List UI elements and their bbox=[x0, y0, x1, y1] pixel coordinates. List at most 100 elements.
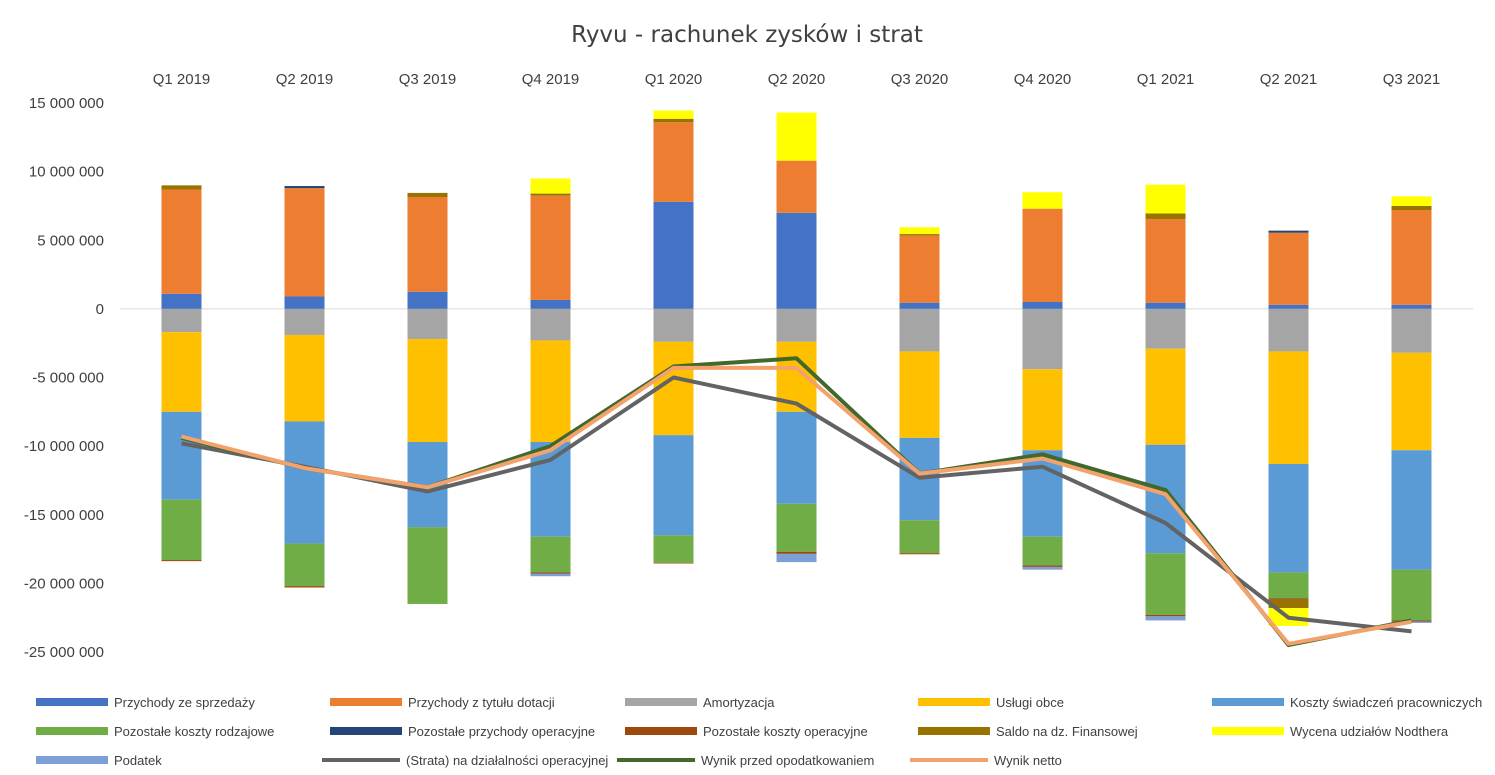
bar-segment bbox=[161, 185, 202, 190]
bar-segment bbox=[530, 193, 571, 196]
bar-segment bbox=[161, 411, 202, 500]
legend-label: Wynik netto bbox=[994, 752, 1062, 768]
bar-segment bbox=[1391, 569, 1432, 621]
category-label: Q2 2019 bbox=[276, 71, 334, 88]
legend-label: Saldo na dz. Finansowej bbox=[996, 723, 1138, 739]
legend-label: Pozostałe koszty operacyjne bbox=[703, 723, 868, 739]
bar-segment bbox=[161, 293, 202, 309]
legend-label: Wycena udziałów Nodthera bbox=[1290, 723, 1449, 739]
bar-segment bbox=[530, 178, 571, 194]
legend-label: Podatek bbox=[114, 752, 162, 768]
legend-item: Usługi obce bbox=[918, 692, 1064, 712]
legend-swatch bbox=[36, 698, 108, 706]
bar-segment bbox=[1391, 210, 1432, 305]
legend-swatch bbox=[910, 758, 988, 762]
bar-segment bbox=[161, 189, 202, 294]
bar-segment bbox=[1268, 232, 1309, 305]
bar-segment bbox=[1391, 196, 1432, 206]
line-series-group bbox=[181, 356, 1412, 648]
bar-segment bbox=[653, 118, 694, 123]
bar-segment bbox=[776, 411, 817, 504]
bar-segment bbox=[899, 308, 940, 352]
bar-segment bbox=[653, 435, 694, 536]
legend-swatch bbox=[625, 727, 697, 735]
y-tick-label: 5 000 000 bbox=[37, 232, 104, 249]
legend-label: Amortyzacja bbox=[703, 694, 775, 710]
category-label: Q2 2020 bbox=[768, 71, 826, 88]
legend-label: Przychody ze sprzedaży bbox=[114, 694, 255, 710]
y-tick-label: -15 000 000 bbox=[24, 507, 104, 524]
legend-item: Wynik netto bbox=[910, 750, 1062, 770]
legend-item: Amortyzacja bbox=[625, 692, 775, 712]
bar-segment bbox=[1145, 184, 1186, 214]
bar-segment bbox=[530, 299, 571, 309]
legend-swatch bbox=[36, 727, 108, 735]
category-labels: Q1 2019 Q2 2019 Q3 2019 Q4 2019 Q1 2020 Q2 20… bbox=[153, 71, 1441, 88]
bar-segment bbox=[899, 235, 940, 303]
bar-segment bbox=[284, 421, 325, 544]
bar-segment bbox=[653, 562, 694, 564]
bar-segment bbox=[1022, 302, 1063, 309]
series-line bbox=[181, 375, 1412, 634]
legend-swatch bbox=[1212, 698, 1284, 706]
bar-segment bbox=[899, 553, 940, 555]
bar-segment bbox=[530, 308, 571, 341]
bar-segment bbox=[776, 212, 817, 309]
y-tick-label: -20 000 000 bbox=[24, 575, 104, 592]
bar-segment bbox=[1022, 566, 1063, 570]
bar-segment bbox=[1145, 444, 1186, 554]
bar-segment bbox=[776, 551, 817, 554]
bar-segment bbox=[1268, 599, 1309, 609]
bar-segment bbox=[530, 572, 571, 574]
bar-segment bbox=[1391, 308, 1432, 353]
bar-segment bbox=[1022, 192, 1063, 209]
category-label: Q2 2021 bbox=[1260, 71, 1318, 88]
bar-segment bbox=[407, 339, 448, 443]
bar-segment bbox=[1268, 598, 1309, 600]
bar-segment bbox=[407, 308, 448, 340]
bar-segment bbox=[1391, 450, 1432, 570]
bar-segment bbox=[1145, 218, 1186, 303]
legend-swatch bbox=[330, 698, 402, 706]
bar-segment bbox=[284, 188, 325, 297]
bar-segment bbox=[407, 192, 448, 198]
legend-item: Pozostałe koszty rodzajowe bbox=[36, 721, 274, 741]
category-label: Q3 2020 bbox=[891, 71, 949, 88]
bar-segment bbox=[1022, 369, 1063, 451]
bar-segment bbox=[284, 586, 325, 588]
bar-segment bbox=[407, 527, 448, 604]
category-label: Q1 2020 bbox=[645, 71, 703, 88]
legend-item: Wynik przed opodatkowaniem bbox=[617, 750, 874, 770]
y-tick-label: 0 bbox=[96, 301, 104, 318]
chart-title: Ryvu - rachunek zysków i strat bbox=[571, 22, 923, 48]
bar-segment bbox=[407, 197, 448, 292]
bar-segment bbox=[1022, 450, 1063, 537]
y-tick-label: 15 000 000 bbox=[29, 95, 104, 112]
bar-segment bbox=[161, 560, 202, 562]
bar-segment bbox=[1022, 536, 1063, 566]
legend-item: Saldo na dz. Finansowej bbox=[918, 721, 1138, 741]
bar-segment bbox=[776, 112, 817, 161]
legend-swatch bbox=[330, 727, 402, 735]
bar-segment bbox=[653, 308, 694, 342]
legend-swatch bbox=[1212, 727, 1284, 735]
bar-segment bbox=[653, 201, 694, 309]
bar-segment bbox=[899, 234, 940, 236]
series-line bbox=[181, 365, 1412, 646]
legend-swatch bbox=[322, 758, 400, 762]
category-label: Q3 2019 bbox=[399, 71, 457, 88]
bar-segment bbox=[1268, 308, 1309, 352]
legend-label: Przychody z tytułu dotacji bbox=[408, 694, 555, 710]
y-tick-label: -5 000 000 bbox=[32, 370, 104, 387]
bar-segment bbox=[161, 308, 202, 333]
bar-segment bbox=[1391, 352, 1432, 451]
legend-label: Pozostałe koszty rodzajowe bbox=[114, 723, 275, 739]
legend-item: Pozostałe przychody operacyjne bbox=[330, 721, 595, 741]
legend-label: Wynik przed opodatkowaniem bbox=[701, 752, 875, 768]
category-label: Q4 2020 bbox=[1014, 71, 1072, 88]
legend-item: Podatek bbox=[36, 750, 162, 770]
bar-segment bbox=[653, 110, 694, 119]
bar-segment bbox=[1022, 565, 1063, 567]
bar-segment bbox=[1022, 208, 1063, 303]
y-tick-label: -25 000 000 bbox=[24, 644, 104, 661]
